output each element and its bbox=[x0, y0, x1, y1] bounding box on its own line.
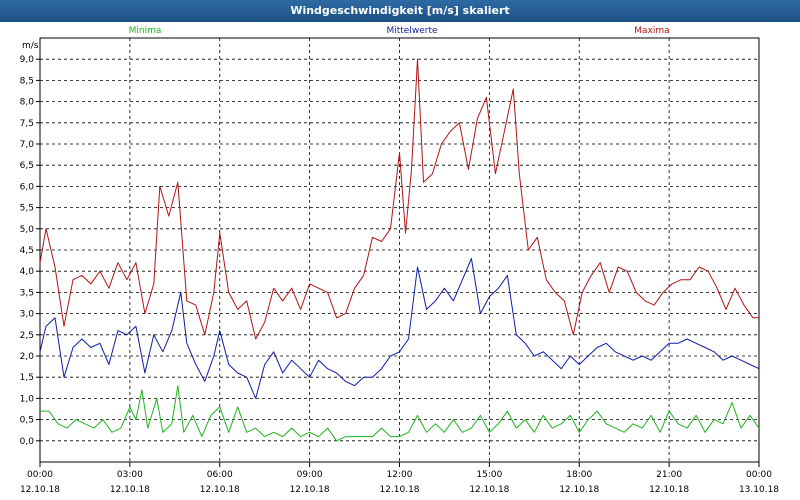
series-lines bbox=[39, 58, 760, 442]
x-tick-date-label: 12.10.18 bbox=[379, 485, 419, 495]
x-tick-time-label: 18:00 bbox=[566, 470, 592, 480]
y-tick-label: 7,0 bbox=[20, 140, 35, 150]
y-tick-label: 0,5 bbox=[20, 416, 34, 426]
legend-entry-mittelwerte: Mittelwerte bbox=[386, 26, 437, 36]
y-tick-label: 4,0 bbox=[20, 267, 35, 277]
legend: Minima Mittelwerte Maxima bbox=[129, 26, 670, 36]
x-tick-time-label: 03:00 bbox=[117, 470, 143, 480]
x-tick-date-label: 12.10.18 bbox=[200, 485, 240, 495]
y-tick-label: 7,5 bbox=[20, 119, 34, 129]
x-tick-time-label: 00:00 bbox=[746, 470, 772, 480]
y-tick-label: 1,0 bbox=[20, 394, 35, 404]
y-tick-label: 3,0 bbox=[20, 310, 35, 320]
x-axis: 00:00 12.10.18 03:00 12.10.18 06:00 12.10.18 0… bbox=[20, 462, 779, 495]
y-axis-label: m/s bbox=[22, 41, 39, 51]
legend-entry-maxima: Maxima bbox=[634, 26, 669, 36]
x-tick-time-label: 12:00 bbox=[387, 470, 413, 480]
x-tick-date-label: 12.10.18 bbox=[290, 485, 330, 495]
series-line-mittelwerte bbox=[39, 258, 760, 399]
y-tick-label: 8,5 bbox=[20, 76, 34, 86]
y-tick-label: 6,5 bbox=[20, 161, 34, 171]
y-tick-label: 8,0 bbox=[20, 98, 35, 108]
x-tick-date-label: 12.10.18 bbox=[649, 485, 689, 495]
x-tick-date-label: 12.10.18 bbox=[469, 485, 509, 495]
y-tick-label: 2,5 bbox=[20, 331, 34, 341]
y-tick-label: 0,0 bbox=[20, 437, 35, 447]
x-tick-time-label: 21:00 bbox=[656, 470, 682, 480]
x-tick-date-label: 13.10.18 bbox=[739, 485, 779, 495]
x-tick-time-label: 06:00 bbox=[207, 470, 233, 480]
x-tick-time-label: 15:00 bbox=[476, 470, 502, 480]
y-tick-label: 2,0 bbox=[20, 352, 35, 362]
x-tick-date-label: 12.10.18 bbox=[559, 485, 599, 495]
x-tick-date-label: 12.10.18 bbox=[110, 485, 150, 495]
y-tick-label: 3,5 bbox=[20, 288, 34, 298]
series-line-maxima bbox=[39, 58, 759, 340]
y-tick-label: 6,0 bbox=[20, 182, 35, 192]
legend-entry-minima: Minima bbox=[129, 26, 162, 36]
x-tick-time-label: 00:00 bbox=[27, 470, 53, 480]
y-tick-label: 5,5 bbox=[20, 204, 34, 214]
y-tick-label: 1,5 bbox=[20, 373, 34, 383]
x-tick-date-label: 12.10.18 bbox=[20, 485, 60, 495]
chart-title: Windgeschwindigkeit [m/s] skaliert bbox=[290, 4, 510, 17]
grid-lines bbox=[40, 38, 759, 462]
y-tick-label: 4,5 bbox=[20, 246, 34, 256]
y-tick-label: 9,0 bbox=[20, 55, 35, 65]
x-tick-time-label: 09:00 bbox=[297, 470, 323, 480]
series-line-minima bbox=[40, 385, 760, 442]
y-axis: 9,0 8,5 8,0 7,5 7,0 6,5 6,0 5,5 5,0 4,5 4,0 3,5 3,0 2… bbox=[20, 55, 40, 447]
chart-title-bar: Windgeschwindigkeit [m/s] skaliert bbox=[0, 0, 800, 22]
y-tick-label: 5,0 bbox=[20, 225, 35, 235]
